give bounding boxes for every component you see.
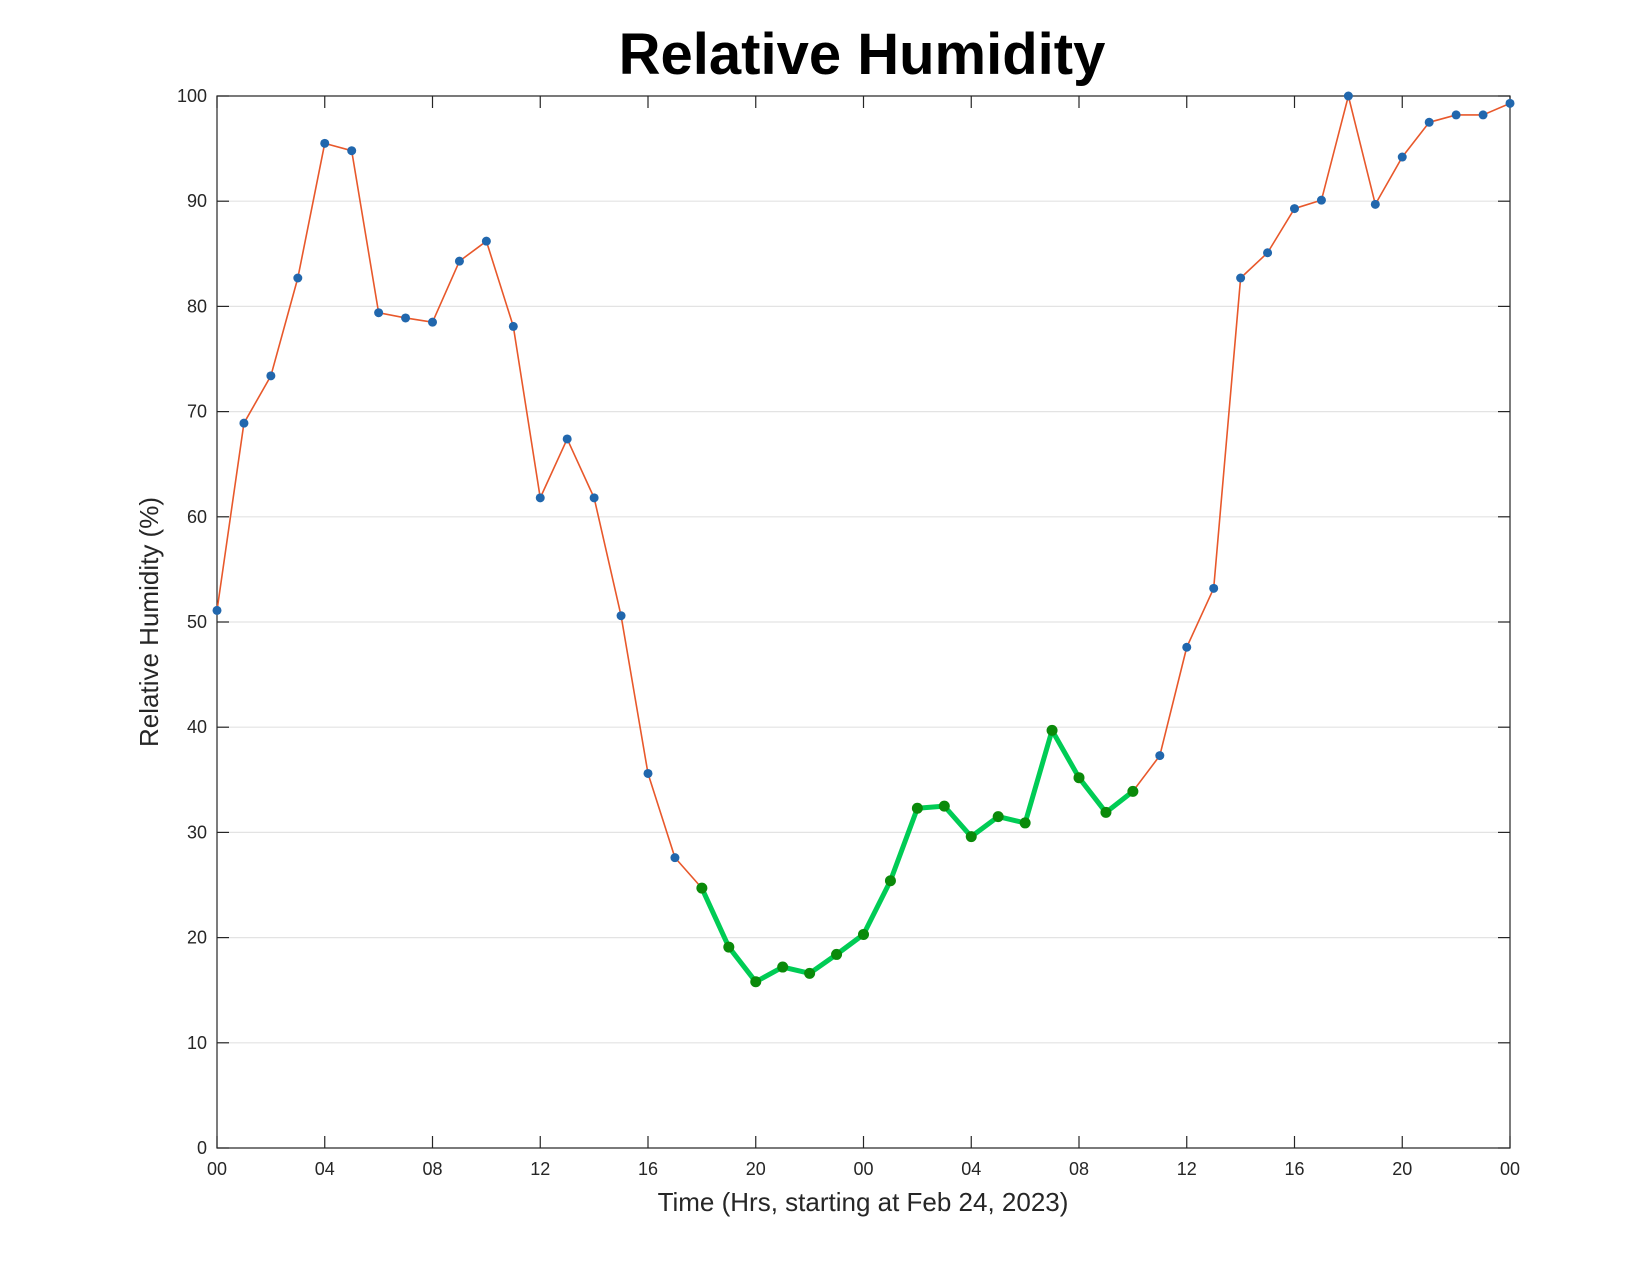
data-point [1316, 195, 1326, 205]
x-tick-label: 16 [1284, 1159, 1304, 1179]
y-tick-label: 80 [187, 296, 207, 316]
x-tick-label: 04 [961, 1159, 981, 1179]
series-layer [212, 91, 1515, 988]
data-point [562, 434, 572, 444]
data-point [1290, 204, 1299, 214]
x-tick-label: 20 [746, 1159, 766, 1179]
data-point [1343, 91, 1353, 101]
x-tick-label: 16 [638, 1159, 658, 1179]
data-point [1505, 98, 1515, 108]
data-point [1451, 110, 1461, 120]
y-tick-label: 70 [187, 402, 207, 422]
data-point [239, 418, 249, 428]
chart-title: Relative Humidity [619, 22, 1106, 87]
data-point [1424, 117, 1434, 127]
data-point [1209, 583, 1219, 593]
y-tick-label: 40 [187, 717, 207, 737]
data-point [481, 236, 491, 246]
data-point [643, 768, 653, 778]
data-point [347, 146, 357, 156]
highlight-data-point [723, 941, 735, 953]
data-point [320, 138, 330, 148]
y-tick-label: 90 [187, 191, 207, 211]
y-tick-label: 10 [187, 1033, 207, 1053]
data-point [616, 611, 626, 621]
series-line [216, 95, 1511, 983]
x-tick-label: 12 [530, 1159, 550, 1179]
data-point [266, 371, 276, 381]
x-tick-label: 00 [853, 1159, 873, 1179]
data-point [1478, 110, 1488, 120]
highlight-data-point [884, 875, 896, 887]
y-axis-label: Relative Humidity (%) [134, 497, 164, 747]
highlight-data-point [858, 928, 869, 940]
x-tick-labels: 00 04 08 12 16 20 00 04 08 12 16 20 00 [207, 1159, 1520, 1179]
y-tick-label: 20 [187, 928, 207, 948]
highlight-data-point [938, 800, 950, 812]
data-point [1182, 642, 1192, 652]
data-point [670, 853, 680, 863]
y-tick-labels: 0 10 20 30 40 50 60 70 80 90 100 [177, 86, 207, 1158]
data-point [535, 493, 545, 503]
highlight-line [699, 727, 1136, 985]
data-point [508, 321, 518, 331]
y-tick-label: 0 [197, 1138, 207, 1158]
highlight-data-point [911, 802, 923, 814]
highlight-data-point [696, 882, 708, 894]
highlight-data-point [831, 948, 843, 960]
highlight-data-point [1046, 724, 1058, 736]
highlight-data-point [1127, 785, 1139, 797]
plot-area-frame [216, 95, 1511, 1149]
data-point [1155, 751, 1165, 761]
gridlines [217, 95, 1510, 1149]
highlight-data-point [804, 967, 816, 979]
x-tick-label: 00 [1500, 1159, 1520, 1179]
highlight-data-point [1100, 806, 1112, 818]
x-tick-label: 08 [422, 1159, 442, 1179]
highlight-data-point [777, 961, 789, 973]
highlight-data-point [1073, 772, 1085, 784]
data-point [293, 273, 303, 283]
data-point [428, 317, 437, 327]
x-tick-label: 12 [1177, 1159, 1197, 1179]
highlight-data-point [965, 831, 977, 843]
data-point [454, 256, 464, 266]
highlight-data-point [1019, 817, 1031, 829]
data-point [1370, 199, 1380, 209]
y-tick-label: 60 [187, 507, 207, 527]
data-point [374, 308, 384, 318]
data-point [401, 313, 411, 323]
highlight-data-point [992, 811, 1004, 823]
data-point [589, 493, 599, 503]
x-tick-label: 20 [1392, 1159, 1412, 1179]
y-tick-label: 30 [187, 822, 207, 842]
y-tick-label: 50 [187, 612, 207, 632]
highlight-data-point [750, 976, 762, 988]
data-point [212, 605, 222, 615]
x-tick-label: 08 [1069, 1159, 1089, 1179]
data-point [1263, 248, 1273, 258]
data-point [1397, 152, 1407, 162]
x-axis-label: Time (Hrs, starting at Feb 24, 2023) [658, 1187, 1069, 1217]
x-tick-label: 00 [207, 1159, 227, 1179]
data-point [1236, 273, 1246, 283]
y-tick-label: 100 [177, 86, 207, 106]
x-tick-label: 04 [315, 1159, 335, 1179]
